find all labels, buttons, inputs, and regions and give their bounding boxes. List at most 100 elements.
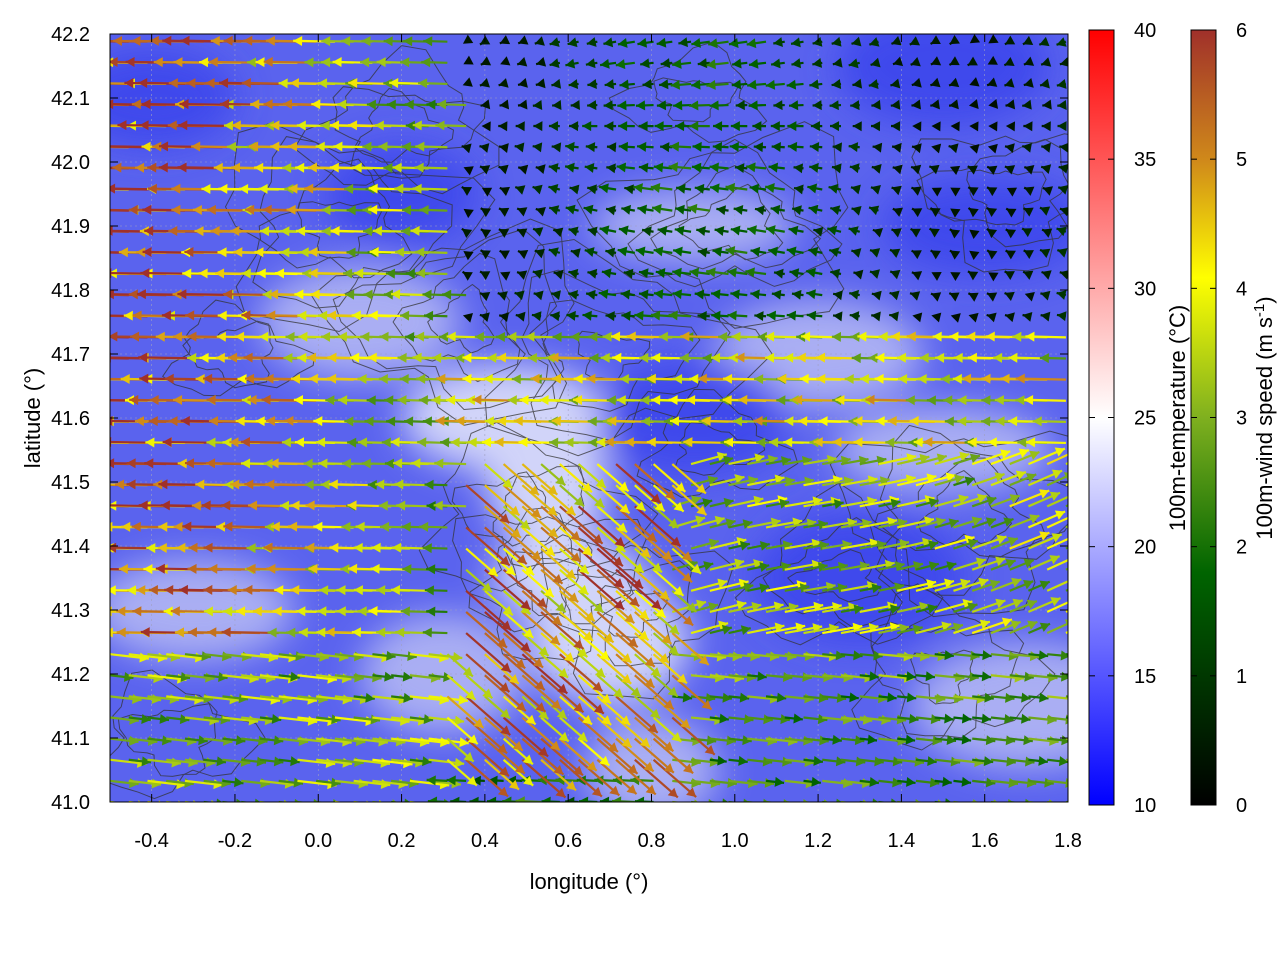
x-tick-label: 1.0 bbox=[721, 830, 749, 852]
wind-arrow bbox=[1032, 416, 1066, 427]
wind-arrow bbox=[840, 604, 864, 615]
wind-arrow bbox=[1041, 142, 1051, 153]
wind-arrow bbox=[241, 756, 267, 767]
wind-arrow bbox=[446, 674, 477, 701]
wind-arrow bbox=[853, 269, 864, 280]
wind-arrow bbox=[1028, 650, 1049, 661]
wind-arrow bbox=[540, 758, 577, 792]
wind-arrow bbox=[988, 34, 999, 44]
wind-arrow bbox=[1046, 516, 1068, 529]
wind-arrow bbox=[596, 611, 639, 649]
wind-arrow bbox=[765, 692, 787, 703]
wind-arrow bbox=[872, 142, 883, 153]
wind-arrow bbox=[750, 289, 767, 300]
wind-arrow bbox=[949, 228, 961, 239]
wind-arrow bbox=[481, 121, 491, 132]
wind-arrow bbox=[967, 207, 979, 218]
wind-arrow bbox=[540, 611, 585, 650]
wind-arrow bbox=[911, 77, 922, 88]
wind-arrow bbox=[535, 78, 546, 89]
wind-arrow bbox=[498, 164, 509, 175]
contour-line bbox=[762, 517, 903, 629]
wind-arrow bbox=[553, 269, 564, 280]
wind-arrow bbox=[533, 290, 544, 301]
wind-arrow bbox=[461, 186, 473, 196]
wind-arrow bbox=[623, 268, 635, 279]
wind-arrow bbox=[424, 479, 448, 490]
contour-line bbox=[576, 330, 651, 380]
wind-arrow bbox=[465, 547, 499, 578]
wind-arrow bbox=[374, 120, 410, 131]
wind-arrow bbox=[559, 611, 594, 642]
wind-arrow bbox=[878, 798, 897, 802]
wind-arrow bbox=[652, 674, 679, 698]
wind-arrow bbox=[728, 714, 754, 725]
wind-arrow bbox=[771, 142, 785, 153]
wind-arrow bbox=[948, 292, 960, 302]
wind-arrow bbox=[548, 163, 561, 173]
wind-arrow bbox=[788, 100, 804, 111]
wind-arrow bbox=[599, 58, 617, 69]
wind-arrow bbox=[521, 547, 564, 585]
wind-arrow bbox=[550, 311, 560, 322]
wind-arrow bbox=[706, 267, 729, 278]
y-tick-label: 41.6 bbox=[51, 408, 90, 430]
wind-arrow bbox=[988, 99, 999, 109]
wind-arrow bbox=[672, 692, 693, 703]
wind-arrow bbox=[652, 695, 691, 730]
wind-arrow bbox=[422, 543, 448, 554]
wind-arrow bbox=[709, 798, 728, 802]
wind-arrow bbox=[878, 582, 905, 593]
wind-arrow bbox=[708, 38, 729, 49]
wind-arrow bbox=[909, 291, 921, 301]
wind-arrow bbox=[934, 622, 964, 635]
wind-arrow bbox=[1059, 270, 1068, 280]
wind-arrow bbox=[1065, 588, 1068, 592]
wind-arrow bbox=[500, 271, 511, 281]
wind-arrow bbox=[599, 225, 617, 236]
y-tick-label: 41.3 bbox=[51, 600, 90, 622]
wind-arrow bbox=[948, 99, 959, 110]
wind-arrow bbox=[923, 437, 973, 448]
wind-arrow bbox=[184, 651, 212, 662]
wind-arrow bbox=[750, 246, 767, 257]
wind-arrow bbox=[971, 449, 1011, 466]
wind-arrow bbox=[577, 568, 625, 611]
wind-arrow bbox=[986, 292, 998, 302]
wind-arrow bbox=[463, 166, 474, 176]
wind-arrow bbox=[652, 505, 679, 529]
wind-arrow bbox=[953, 493, 988, 508]
wind-arrow bbox=[652, 716, 683, 743]
wind-arrow bbox=[990, 598, 1024, 613]
wind-arrow bbox=[988, 121, 998, 132]
wind-arrow bbox=[822, 561, 848, 572]
wind-arrow bbox=[479, 143, 490, 153]
wind-arrow bbox=[896, 453, 930, 466]
wind-arrow bbox=[915, 517, 946, 529]
wind-arrow bbox=[990, 620, 1022, 635]
wind-arrow bbox=[559, 674, 605, 715]
wind-arrow bbox=[969, 229, 980, 240]
wind-arrow bbox=[409, 756, 432, 767]
wind-arrow bbox=[1027, 597, 1061, 613]
x-tick-label: -0.4 bbox=[134, 830, 168, 852]
wind-arrow bbox=[928, 164, 940, 175]
wind-arrow bbox=[948, 77, 960, 88]
wind-arrow bbox=[422, 627, 448, 638]
wind-arrow bbox=[521, 653, 569, 695]
wind-arrow bbox=[871, 311, 881, 322]
wind-arrow bbox=[953, 776, 972, 787]
wind-arrow bbox=[587, 100, 598, 111]
wind-arrow bbox=[953, 538, 979, 550]
wind-arrow bbox=[953, 453, 981, 466]
wind-arrow bbox=[1040, 57, 1052, 67]
wind-arrow bbox=[870, 121, 881, 132]
wind-arrow bbox=[484, 695, 511, 720]
wind-arrow bbox=[1005, 228, 1017, 239]
wind-arrow bbox=[754, 311, 767, 322]
wind-arrow bbox=[598, 289, 617, 300]
wind-arrow bbox=[421, 57, 448, 68]
wind-arrow bbox=[746, 38, 767, 49]
wind-arrow bbox=[725, 246, 748, 256]
wind-arrow bbox=[806, 289, 823, 300]
